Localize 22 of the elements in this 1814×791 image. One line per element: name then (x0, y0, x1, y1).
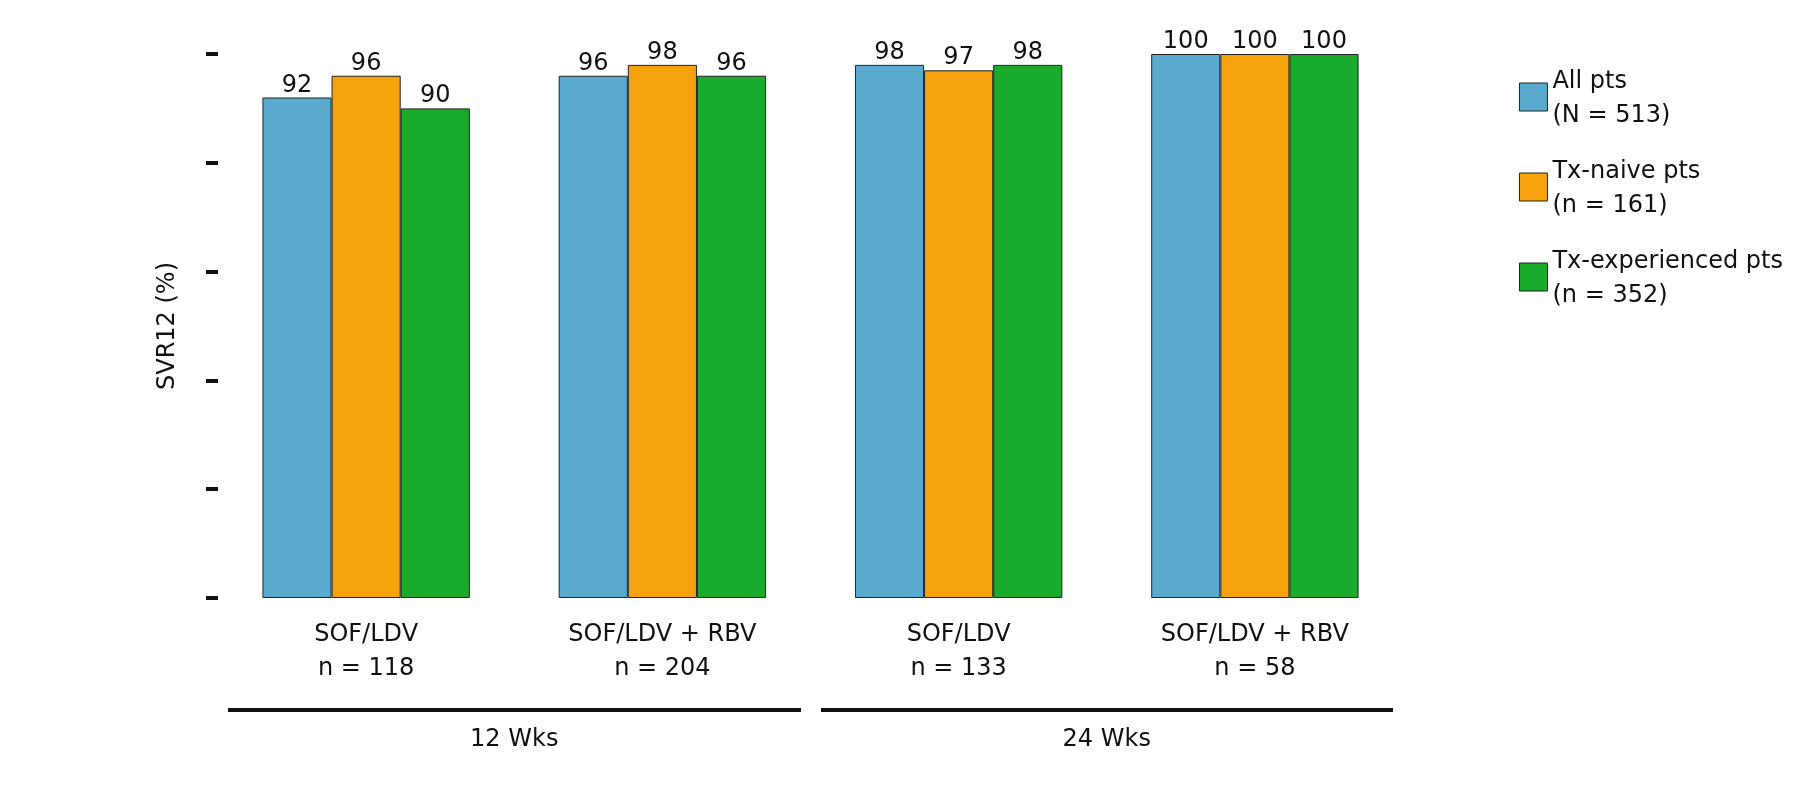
data-label: 96 (716, 47, 747, 76)
data-label: 98 (1012, 36, 1044, 65)
x-tick-label: SOF/LDV n = 118 (314, 619, 419, 681)
x-tick-label: SOF/LDV + RBV n = 204 (568, 619, 757, 681)
data-label: 96 (350, 47, 382, 76)
data-label: 97 (943, 42, 974, 71)
data-label: 100 (1301, 26, 1347, 54)
legend-label: Tx-naive pts (n = 161) (1551, 156, 1701, 218)
text: 24 Wks (1061, 724, 1152, 752)
data-label: 90 (419, 80, 451, 109)
data-label: 100 (1162, 26, 1209, 54)
y-axis-title: SVR12 (%) (152, 261, 180, 391)
data-label: 92 (281, 69, 313, 98)
legend-label: Tx-experienced pts (n = 352) (1551, 246, 1784, 308)
x-tick-label: SOF/LDV + RBV n = 58 (1160, 619, 1350, 681)
x-tick-label: SOF/LDV n = 133 (906, 619, 1012, 681)
data-label: 96 (577, 47, 609, 76)
text: 12 Wks (469, 724, 560, 752)
legend-label: All pts (N = 513) (1552, 66, 1671, 128)
data-label: 98 (647, 36, 678, 65)
data-label: 98 (874, 36, 905, 65)
data-label: 100 (1231, 26, 1278, 54)
